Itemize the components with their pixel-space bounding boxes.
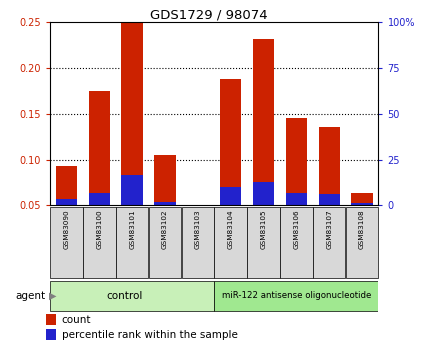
Bar <box>252 183 273 205</box>
Bar <box>56 166 77 205</box>
Bar <box>154 155 175 205</box>
Text: percentile rank within the sample: percentile rank within the sample <box>62 329 237 339</box>
Bar <box>121 175 142 205</box>
Text: count: count <box>62 315 91 325</box>
Bar <box>121 22 142 205</box>
Text: miR-122 antisense oligonucleotide: miR-122 antisense oligonucleotide <box>221 291 370 300</box>
Bar <box>89 91 110 205</box>
FancyBboxPatch shape <box>279 207 312 278</box>
Bar <box>89 194 110 205</box>
FancyBboxPatch shape <box>214 281 378 310</box>
Bar <box>220 187 241 205</box>
Bar <box>252 39 273 205</box>
Bar <box>46 314 56 325</box>
FancyBboxPatch shape <box>312 207 345 278</box>
Bar <box>318 127 339 205</box>
Text: GSM83106: GSM83106 <box>293 210 299 249</box>
FancyBboxPatch shape <box>214 207 247 278</box>
FancyBboxPatch shape <box>247 207 279 278</box>
Text: GSM83090: GSM83090 <box>63 210 69 249</box>
FancyBboxPatch shape <box>345 207 378 278</box>
Text: GSM83107: GSM83107 <box>326 210 332 249</box>
Bar <box>56 199 77 205</box>
Bar <box>285 194 306 205</box>
Text: GSM83102: GSM83102 <box>161 210 168 249</box>
Text: agent: agent <box>16 291 46 301</box>
Bar <box>46 329 56 340</box>
Text: ▶: ▶ <box>49 291 56 301</box>
FancyBboxPatch shape <box>115 207 148 278</box>
Text: GSM83103: GSM83103 <box>194 210 201 249</box>
Text: GDS1729 / 98074: GDS1729 / 98074 <box>150 9 267 22</box>
Text: GSM83100: GSM83100 <box>96 210 102 249</box>
Text: control: control <box>106 291 142 301</box>
Bar <box>285 118 306 205</box>
Text: GSM83104: GSM83104 <box>227 210 233 249</box>
Text: GSM83105: GSM83105 <box>260 210 266 249</box>
Bar <box>318 194 339 205</box>
Bar <box>220 79 241 205</box>
FancyBboxPatch shape <box>50 281 214 310</box>
FancyBboxPatch shape <box>148 207 181 278</box>
FancyBboxPatch shape <box>83 207 115 278</box>
Text: GSM83108: GSM83108 <box>358 210 364 249</box>
Bar <box>351 194 372 205</box>
Bar <box>154 201 175 205</box>
FancyBboxPatch shape <box>50 207 82 278</box>
FancyBboxPatch shape <box>181 207 214 278</box>
Bar <box>351 203 372 205</box>
Text: GSM83101: GSM83101 <box>129 210 135 249</box>
